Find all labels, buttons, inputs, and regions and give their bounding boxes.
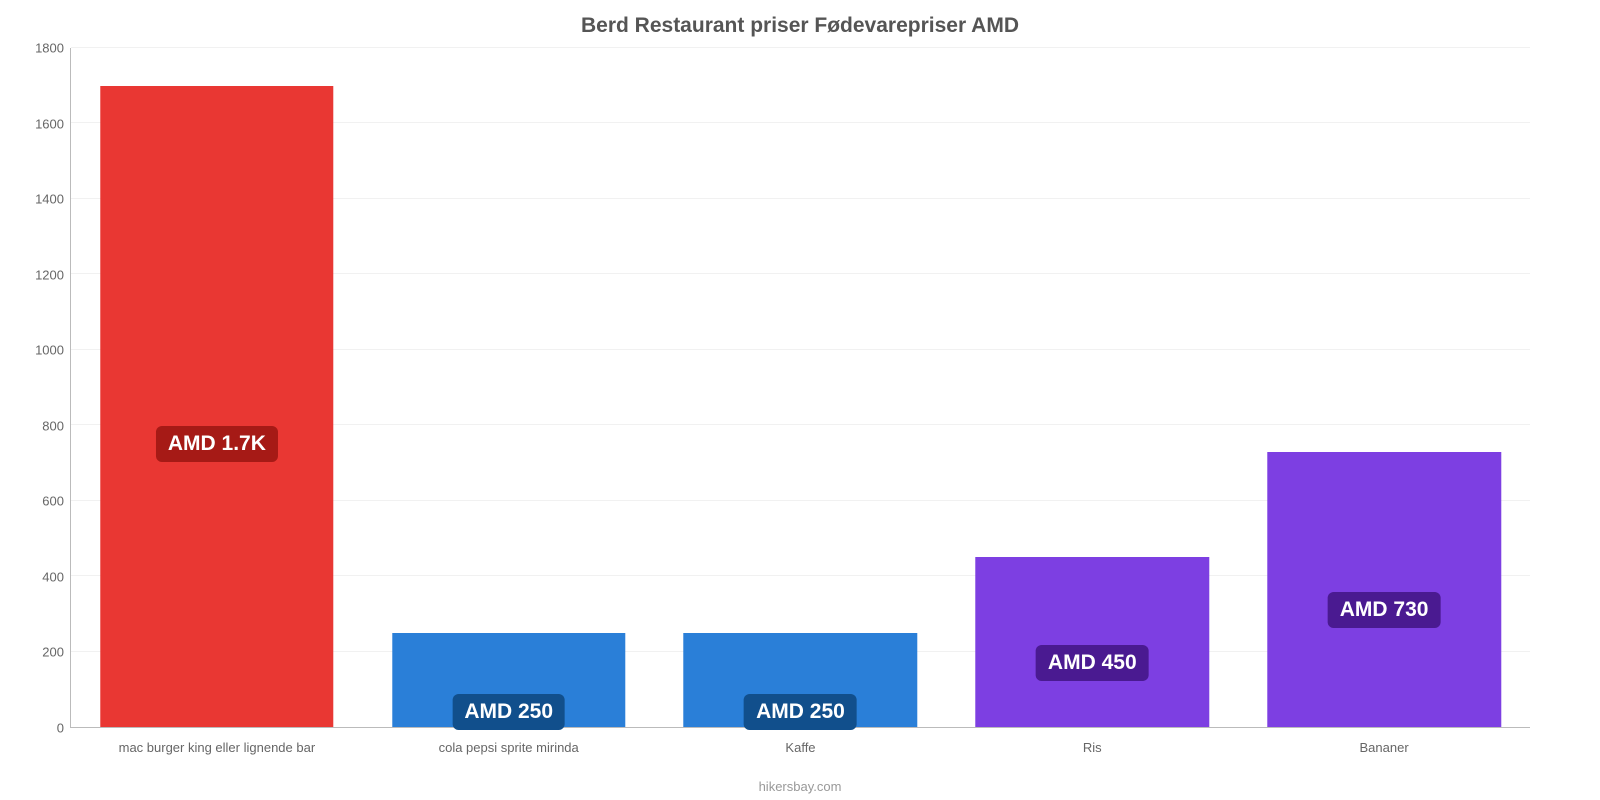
x-tick-label: Bananer: [1238, 740, 1530, 755]
value-badge: AMD 1.7K: [156, 426, 278, 462]
y-tick-label: 0: [20, 721, 64, 736]
y-tick-label: 1800: [20, 41, 64, 56]
value-badge: AMD 250: [744, 694, 857, 730]
y-tick-label: 1000: [20, 343, 64, 358]
x-axis-labels: mac burger king eller lignende barcola p…: [71, 740, 1530, 755]
bar-slot: AMD 450: [946, 48, 1238, 727]
y-tick-label: 200: [20, 645, 64, 660]
bars-container: AMD 1.7K AMD 250 AMD 250 AMD 450 AMD 730: [71, 48, 1530, 727]
y-tick-label: 1400: [20, 192, 64, 207]
price-bar-chart: Berd Restaurant priser Fødevarepriser AM…: [0, 0, 1600, 800]
chart-attribution: hikersbay.com: [0, 779, 1600, 794]
bar-slot: AMD 730: [1238, 48, 1530, 727]
bar-slot: AMD 250: [655, 48, 947, 727]
bar-slot: AMD 250: [363, 48, 655, 727]
x-tick-label: Ris: [946, 740, 1238, 755]
chart-title: Berd Restaurant priser Fødevarepriser AM…: [20, 14, 1580, 38]
y-tick-label: 1200: [20, 267, 64, 282]
bar-slot: AMD 1.7K: [71, 48, 363, 727]
y-tick-label: 800: [20, 418, 64, 433]
x-tick-label: cola pepsi sprite mirinda: [363, 740, 655, 755]
value-badge: AMD 730: [1328, 592, 1441, 628]
y-tick-label: 1600: [20, 116, 64, 131]
y-tick-label: 400: [20, 569, 64, 584]
y-tick-label: 600: [20, 494, 64, 509]
plot: AMD 1.7KAMD 250AMD 250AMD 450AMD 730 mac…: [70, 48, 1530, 728]
x-tick-label: mac burger king eller lignende bar: [71, 740, 363, 755]
bar: [976, 557, 1209, 727]
y-axis: 020040060080010001200140016001800: [20, 48, 70, 728]
value-badge: AMD 450: [1036, 645, 1149, 681]
bar: [1267, 452, 1500, 727]
value-badge: AMD 250: [452, 694, 565, 730]
x-tick-label: Kaffe: [655, 740, 947, 755]
plot-area: 020040060080010001200140016001800 AMD 1.…: [70, 48, 1530, 728]
bar: [100, 86, 333, 727]
